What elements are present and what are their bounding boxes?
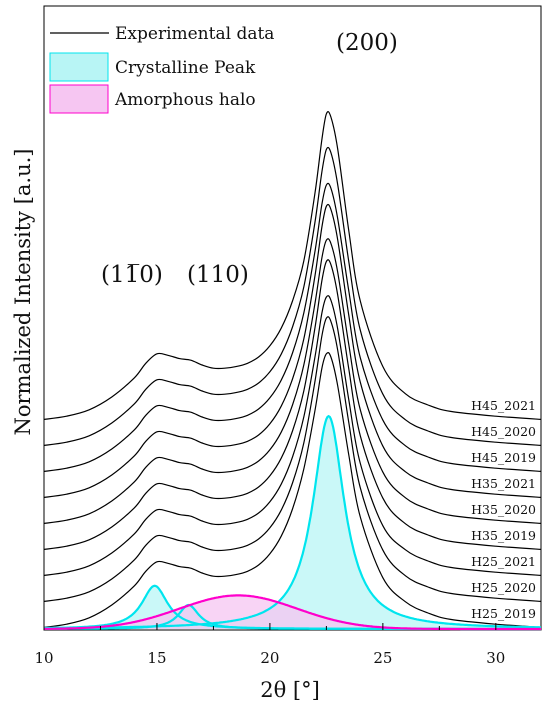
experimental-curve-H35_2021 [43, 203, 542, 498]
legend-amorphous-label: Amorphous halo [114, 90, 256, 110]
legend-crystalline-swatch [49, 52, 109, 82]
fit-curves [43, 414, 541, 631]
peak-label-1-1bar-0-end: 0) [139, 262, 163, 288]
x-tick-label: 15 [147, 649, 166, 667]
experimental-curve-H25_2020 [43, 316, 542, 602]
x-tick-label: 20 [260, 649, 279, 667]
peak-label-200: (200) [336, 30, 398, 56]
legend-amorphous-swatch [49, 84, 109, 114]
x-axis-label: 2θ [°] [260, 678, 320, 702]
legend: Experimental data Crystalline Peak Amorp… [45, 7, 300, 114]
fit-fill-amorphous-3 [44, 595, 541, 629]
x-tick-label: 30 [486, 649, 505, 667]
x-tick-label: 25 [373, 649, 392, 667]
series-label-H45_2019: H45_2019 [471, 450, 536, 465]
experimental-curve-H45_2019 [43, 182, 542, 472]
experimental-curve-H45_2021 [43, 111, 542, 420]
y-axis-label: Normalized Intensity [a.u.] [11, 149, 35, 436]
experimental-curve-H25_2021 [43, 295, 542, 576]
experimental-curve-H35_2019 [43, 259, 542, 550]
legend-experimental-label: Experimental data [115, 24, 274, 44]
peak-label-1-1bar-0-bar: 1̅ [125, 262, 140, 288]
experimental-curve-H35_2020 [43, 238, 542, 524]
peak-label-110: (110) [187, 262, 249, 288]
x-tick-label: 10 [34, 649, 53, 667]
legend-crystalline-label: Crystalline Peak [115, 58, 256, 78]
series-label-H25_2019: H25_2019 [471, 606, 536, 621]
x-axis: 10 15 20 25 30 [34, 623, 505, 667]
experimental-curve-H45_2020 [43, 146, 542, 446]
plot-area [43, 5, 542, 631]
fit-fill-crystalline-0 [44, 416, 541, 629]
series-label-H35_2021: H35_2021 [471, 476, 536, 491]
series-labels: H25_2019 H25_2020 H25_2021 H35_2019 H35_2020… [471, 398, 536, 621]
experimental-curves [43, 111, 542, 628]
series-label-H45_2021: H45_2021 [471, 398, 536, 413]
series-label-H25_2021: H25_2021 [471, 554, 536, 569]
experimental-curve-H25_2019 [43, 351, 542, 628]
series-label-H35_2020: H35_2020 [471, 502, 536, 517]
peak-label-1-1bar-0-start: (1 [101, 262, 125, 288]
peak-label-1-1bar-0: (11̅0) [101, 262, 163, 288]
plot-frame [43, 5, 542, 631]
fit-line-amorphous-3 [43, 594, 541, 631]
series-label-H45_2020: H45_2020 [471, 424, 536, 439]
series-label-H25_2020: H25_2020 [471, 580, 536, 595]
series-label-H35_2019: H35_2019 [471, 528, 536, 543]
